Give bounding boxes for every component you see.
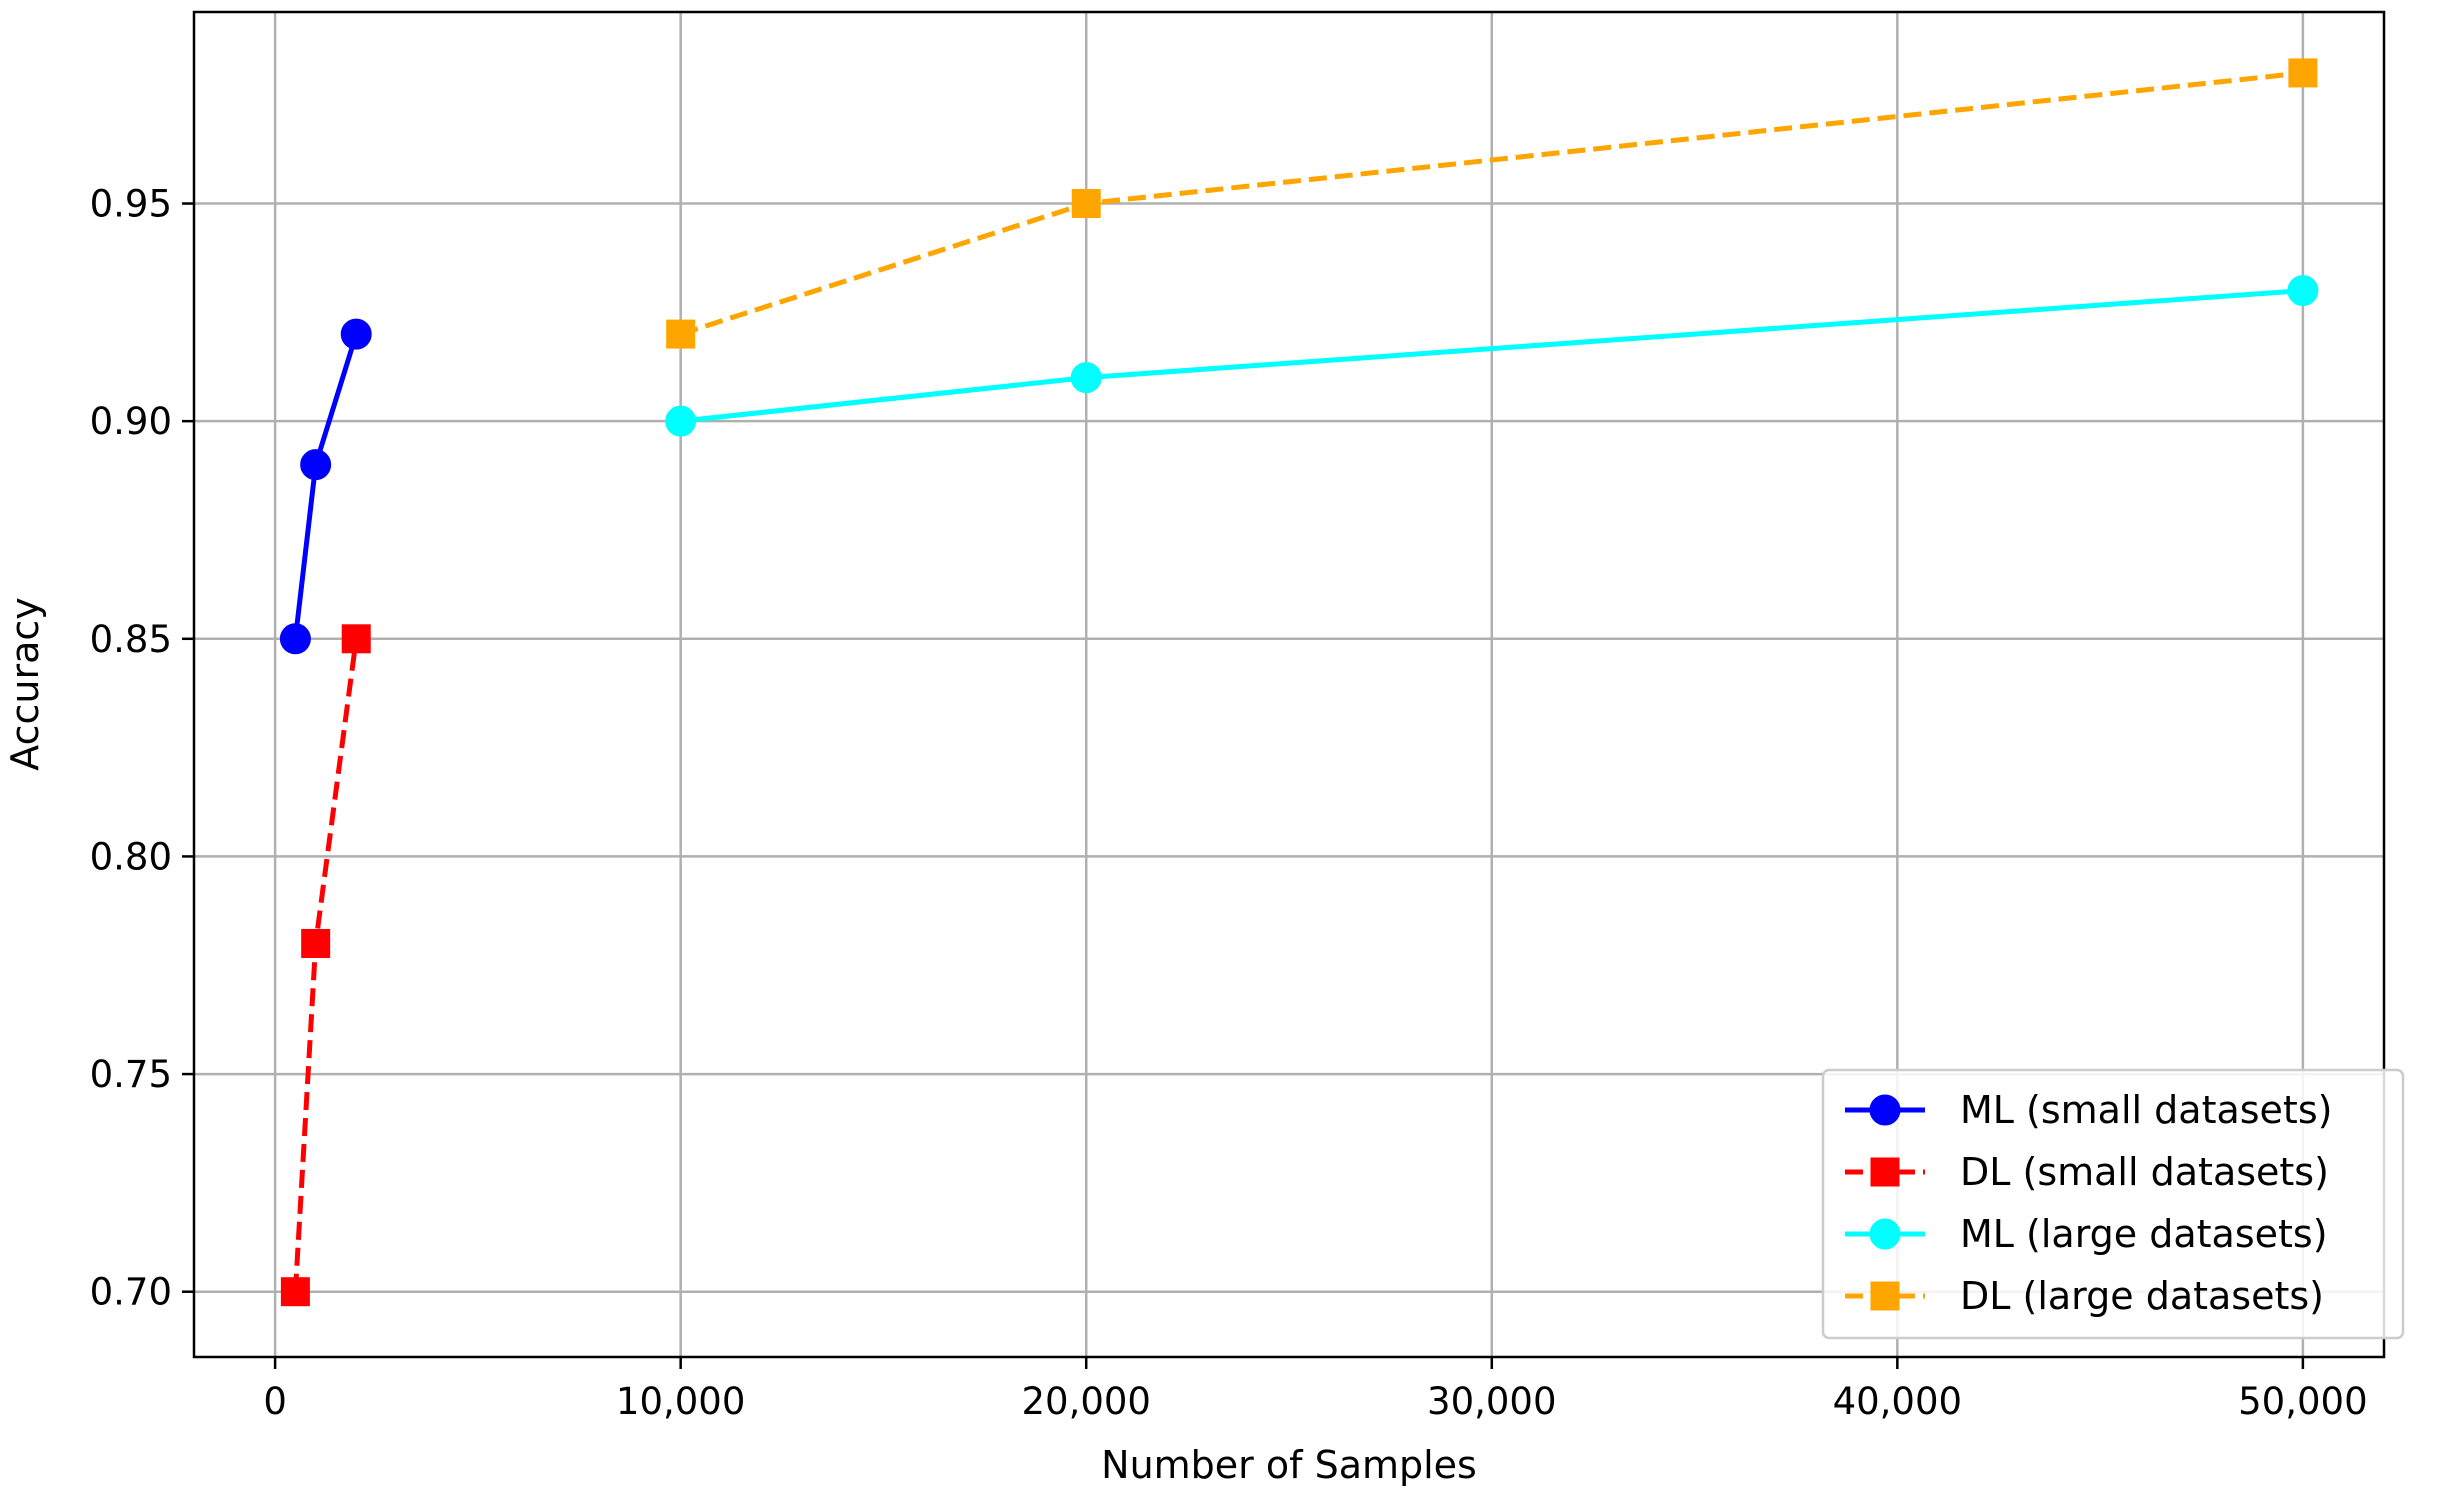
series-1 — [279, 318, 372, 655]
data-point — [2288, 58, 2318, 88]
grid — [194, 12, 2384, 1357]
data-point — [301, 928, 331, 958]
legend-label: ML (large datasets) — [1960, 1212, 2328, 1256]
data-point — [1071, 189, 1101, 219]
y-tick-label: 0.70 — [90, 1271, 172, 1314]
y-tick-label: 0.75 — [90, 1053, 172, 1096]
x-axis-title: Number of Samples — [1101, 1443, 1477, 1487]
data-point — [340, 318, 372, 350]
x-tick-label: 0 — [263, 1380, 287, 1423]
x-tick-label: 10,000 — [616, 1380, 745, 1423]
data-point — [2287, 275, 2319, 307]
x-tick-label: 40,000 — [1833, 1380, 1962, 1423]
y-axis-title: Accuracy — [3, 597, 47, 771]
series-line — [292, 638, 359, 1292]
data-point — [280, 1277, 310, 1307]
data-point — [666, 319, 696, 349]
y-tick-label: 0.95 — [90, 183, 172, 226]
legend-marker — [1870, 1281, 1900, 1311]
x-tick-label: 20,000 — [1021, 1380, 1150, 1423]
x-axis: 0 10,000 20,000 30,000 40,000 50,000 — [263, 1357, 2368, 1423]
legend-marker — [1869, 1094, 1901, 1126]
data-point — [279, 623, 311, 655]
legend-label: DL (small datasets) — [1960, 1150, 2329, 1194]
series-2 — [280, 624, 371, 1307]
y-axis: 0.70 0.75 0.80 0.85 0.90 0.95 — [90, 183, 194, 1314]
legend-item: ML (small datasets) — [1845, 1088, 2332, 1132]
legend-item: DL (small datasets) — [1845, 1150, 2329, 1194]
series-line — [292, 333, 359, 640]
legend-item: DL (large datasets) — [1845, 1274, 2324, 1318]
data-point — [665, 405, 697, 437]
y-tick-label: 0.80 — [90, 835, 172, 878]
y-tick-label: 0.85 — [90, 618, 172, 661]
legend-box — [1821, 1068, 2405, 1340]
series-4 — [666, 58, 2318, 349]
legend-item: ML (large datasets) — [1845, 1212, 2328, 1256]
legend-label: ML (small datasets) — [1960, 1088, 2332, 1132]
legend-label: DL (large datasets) — [1960, 1274, 2324, 1318]
data-point — [1070, 362, 1102, 394]
plot-frame — [192, 10, 2386, 1359]
legend-marker — [1870, 1157, 1900, 1187]
data-point — [300, 449, 332, 481]
data-point — [341, 624, 371, 654]
x-tick-label: 50,000 — [2238, 1380, 2367, 1423]
legend-marker — [1869, 1218, 1901, 1250]
legend: ML (small datasets) DL (small datasets) ML… — [1821, 1068, 2405, 1340]
y-tick-label: 0.90 — [90, 400, 172, 443]
series-layer — [279, 58, 2319, 1307]
x-tick-label: 30,000 — [1427, 1380, 1556, 1423]
series-3 — [665, 275, 2319, 437]
